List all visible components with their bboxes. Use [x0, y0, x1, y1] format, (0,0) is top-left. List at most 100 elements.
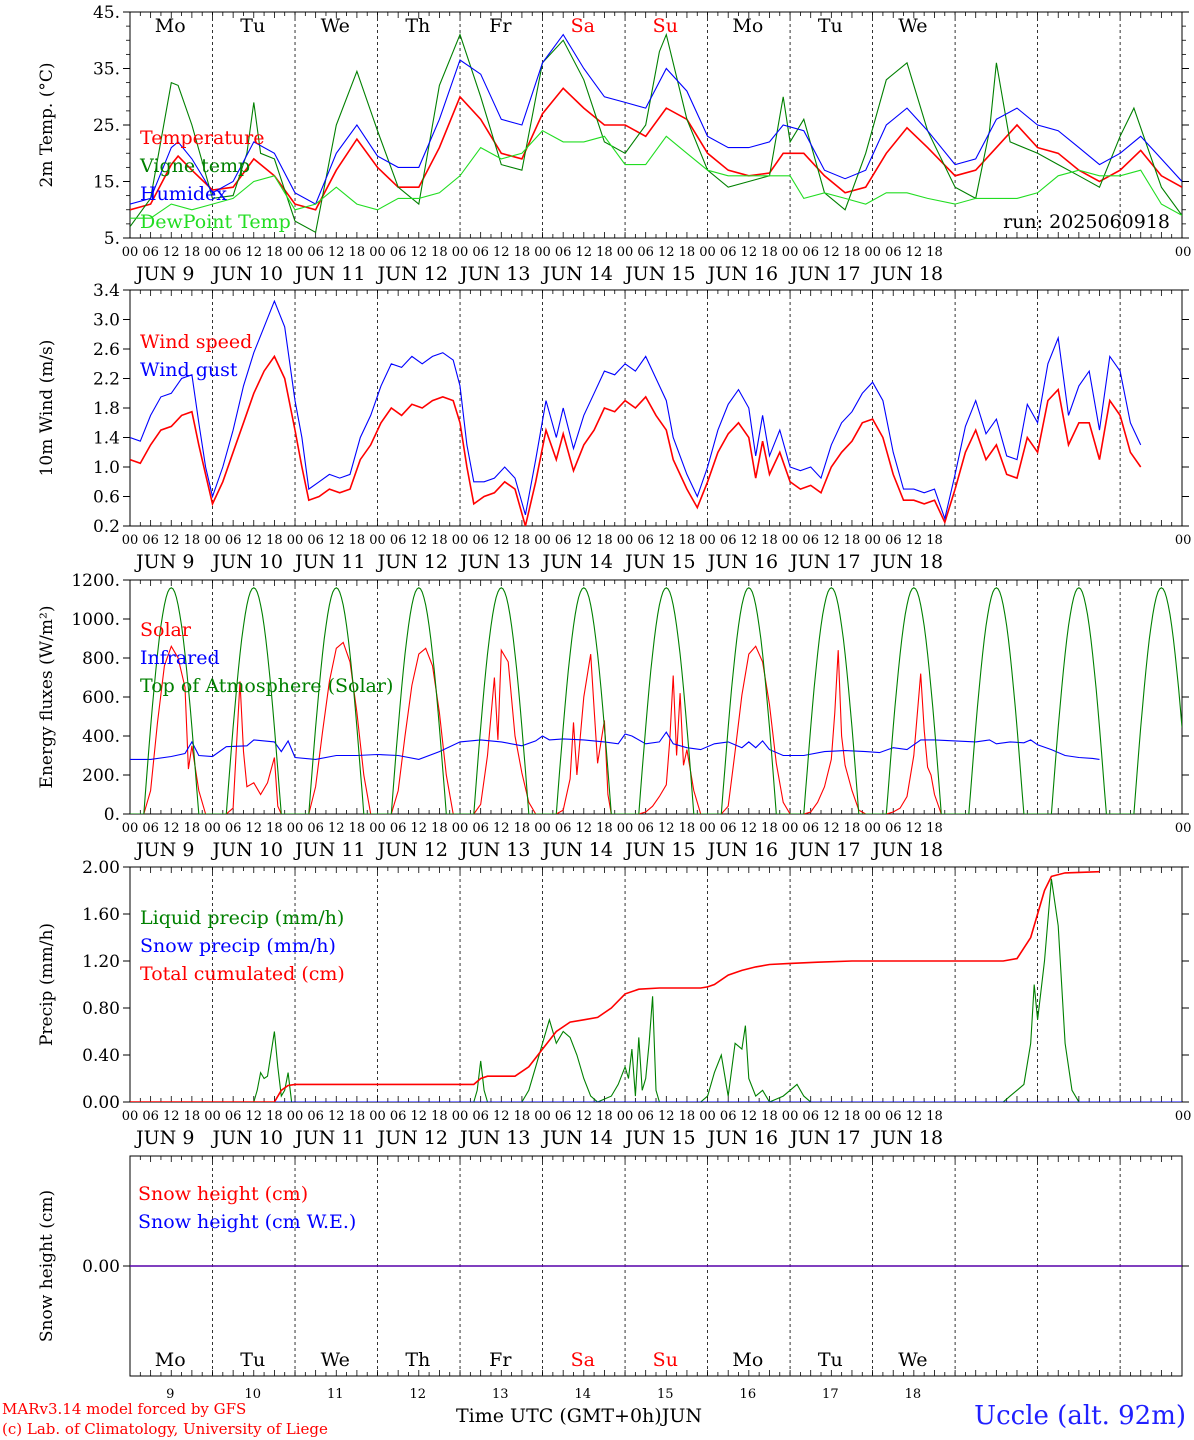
hour-tick-label: 18: [926, 821, 943, 836]
day-number-label: 9: [166, 1387, 174, 1402]
hour-tick-label: 00: [782, 1109, 799, 1124]
hour-tick-label: 18: [926, 1109, 943, 1124]
date-label: JUN 9: [134, 551, 194, 573]
weekday-label: Tu: [240, 15, 265, 37]
series-line-infrared: [130, 731, 1100, 760]
hour-tick-label: 12: [658, 245, 675, 260]
hour-tick-label: 12: [245, 245, 262, 260]
hour-tick-label: 06: [472, 245, 489, 260]
series-line-liquid-precip-mm-h-: [130, 878, 1182, 1102]
hour-tick-label: 00: [782, 533, 799, 548]
month-label: JUN: [661, 1405, 702, 1427]
panel-5: 0.00 Snow height (cm) Mo 9 Tu 10 We 11 Th 12 Fr 13 S…: [37, 1155, 1189, 1402]
hour-tick-label: 18: [844, 533, 861, 548]
hour-tick-label: 18: [679, 821, 696, 836]
hour-tick-label: 18: [761, 1109, 778, 1124]
y-tick-label: 400.: [82, 727, 120, 747]
weekday-label: Th: [405, 15, 430, 37]
hour-tick-label: 00: [864, 245, 881, 260]
weekday-label: Fr: [489, 1349, 512, 1371]
hour-tick-label: 18: [926, 533, 943, 548]
hour-tick-label: 18: [679, 1109, 696, 1124]
y-tick-label: 0.00: [82, 1257, 120, 1277]
hour-tick-label: 06: [390, 821, 407, 836]
date-label: JUN 13: [458, 551, 530, 573]
hour-tick-label: 18: [349, 245, 366, 260]
hour-tick-label: 12: [328, 1109, 345, 1124]
day-number-label: 15: [657, 1387, 674, 1402]
date-label: JUN 13: [458, 839, 530, 861]
hour-tick-label: 12: [823, 1109, 840, 1124]
hour-tick-label: 06: [802, 533, 819, 548]
legend-entry: Solar: [140, 619, 192, 641]
hour-tick-label: 00: [452, 821, 469, 836]
hour-tick-label: 18: [431, 533, 448, 548]
date-label: JUN 18: [871, 839, 943, 861]
hour-tick-label: 18: [349, 1109, 366, 1124]
y-tick-label: 1.8: [93, 399, 120, 419]
hour-tick-label: 06: [142, 245, 159, 260]
hour-tick-label: 06: [225, 821, 242, 836]
date-label: JUN 11: [293, 1127, 365, 1149]
hour-tick-label: 18: [761, 821, 778, 836]
hour-tick-label: 00: [534, 245, 551, 260]
hour-tick-label: 06: [555, 1109, 572, 1124]
day-number-label: 16: [740, 1387, 757, 1402]
hour-tick-label: 18: [844, 245, 861, 260]
hour-tick-label: 18: [431, 1109, 448, 1124]
date-label: JUN 9: [134, 1127, 194, 1149]
weekday-label: Mo: [732, 15, 763, 37]
legend-entry: Total cumulated (cm): [140, 963, 345, 985]
hour-tick-label: 06: [885, 821, 902, 836]
hour-tick-label: 12: [493, 821, 510, 836]
date-label: JUN 17: [788, 839, 860, 861]
hour-tick-label: 00: [1175, 245, 1192, 260]
model-credit: MARv3.14 model forced by GFS: [2, 1400, 247, 1418]
hour-tick-label: 00: [369, 1109, 386, 1124]
legend-entry: Wind speed: [140, 331, 252, 353]
hour-tick-label: 06: [802, 821, 819, 836]
hour-tick-label: 18: [844, 821, 861, 836]
hour-tick-label: 12: [328, 533, 345, 548]
weekday-label: We: [321, 15, 350, 37]
series-line-wind-gust: [130, 299, 1142, 521]
hour-tick-label: 12: [411, 821, 428, 836]
weekday-label: Tu: [818, 15, 843, 37]
panel-frame: [129, 11, 1183, 239]
hour-tick-label: 12: [658, 821, 675, 836]
hour-tick-label: 12: [163, 245, 180, 260]
hour-tick-label: 18: [514, 245, 531, 260]
date-label: JUN 14: [541, 551, 613, 573]
hour-tick-label: 06: [555, 533, 572, 548]
y-tick-label: 2.2: [93, 370, 120, 390]
y-tick-label: 15.: [93, 173, 120, 193]
hour-tick-label: 00: [617, 245, 634, 260]
y-tick-label: 3.4: [93, 281, 120, 301]
hour-tick-label: 18: [844, 1109, 861, 1124]
hour-tick-label: 00: [122, 1109, 139, 1124]
date-label: JUN 15: [623, 551, 695, 573]
hour-tick-label: 06: [720, 533, 737, 548]
y-tick-label: 200.: [82, 766, 120, 786]
legend-entry: DewPoint Temp: [140, 211, 291, 233]
date-label: JUN 12: [376, 263, 448, 285]
hour-tick-label: 12: [411, 533, 428, 548]
legend-entry: Snow precip (mm/h): [140, 935, 336, 957]
y-tick-label: 25.: [93, 116, 120, 136]
hour-tick-label: 18: [679, 533, 696, 548]
date-label: JUN 12: [376, 551, 448, 573]
y-tick-label: 2.6: [93, 340, 120, 360]
hour-tick-label: 06: [720, 1109, 737, 1124]
hour-tick-label: 06: [390, 1109, 407, 1124]
weekday-label: We: [898, 1349, 927, 1371]
date-label: JUN 10: [211, 839, 283, 861]
hour-tick-label: 00: [699, 533, 716, 548]
day-number-label: 18: [905, 1387, 922, 1402]
y-tick-label: 0.6: [93, 488, 120, 508]
hour-tick-label: 12: [741, 245, 758, 260]
date-label: JUN 18: [871, 1127, 943, 1149]
hour-tick-label: 00: [699, 1109, 716, 1124]
hour-tick-label: 18: [266, 533, 283, 548]
legend-entry: Snow height (cm W.E.): [138, 1211, 356, 1233]
